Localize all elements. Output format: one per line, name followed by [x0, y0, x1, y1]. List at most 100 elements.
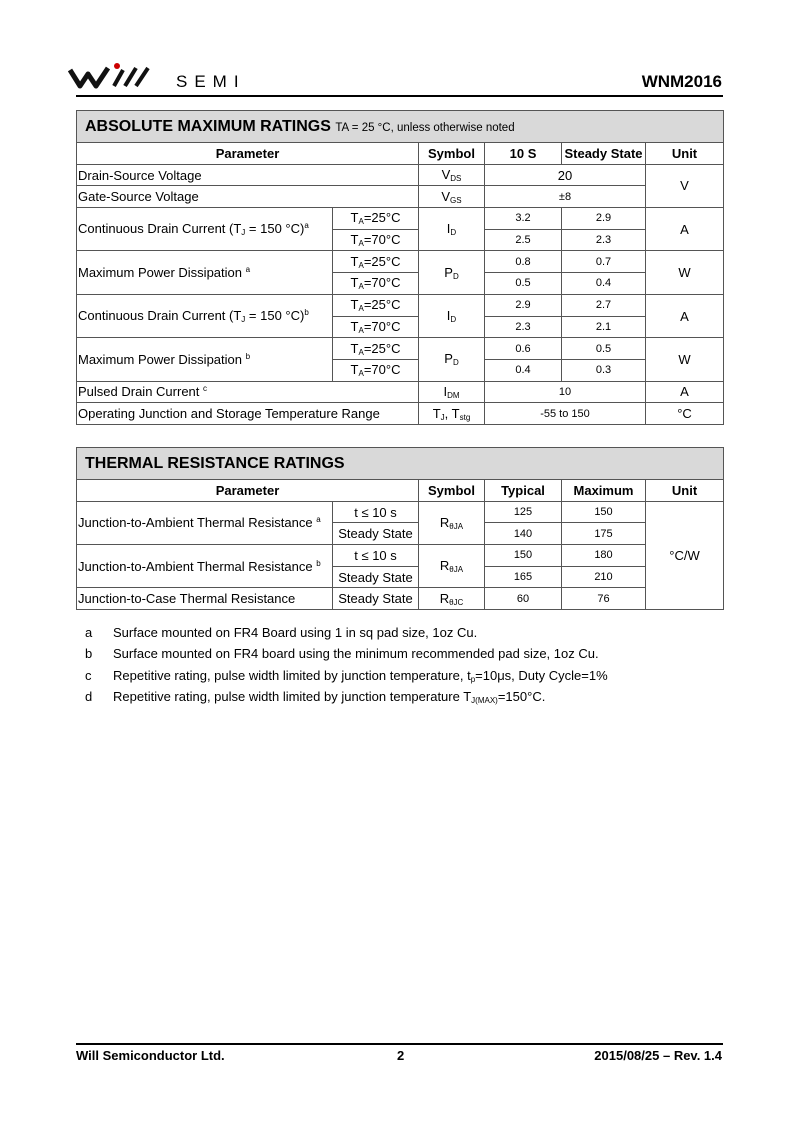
value: 150 [484, 544, 562, 567]
parameter: Operating Junction and Storage Temperatu… [76, 402, 419, 425]
unit: °C/W [644, 500, 725, 611]
condition: t ≤ 10 s [332, 544, 419, 567]
footnote: b Surface mounted on FR4 board using the … [85, 646, 599, 662]
footnote-text: Surface mounted on FR4 Board using 1 in … [113, 625, 478, 640]
col-head: 10 S [484, 142, 562, 165]
unit: W [644, 337, 725, 382]
table-title: ABSOLUTE MAXIMUM RATINGS TA = 25 °C, unl… [75, 110, 725, 143]
row: TA=70°C 0.5 0.4 [77, 272, 724, 295]
row: Maximum Power Dissipation a TA=25°C PD 0.8 0… [76, 250, 725, 295]
parameter: Pulsed Drain Current c [76, 380, 419, 404]
value: 2.3 [561, 228, 646, 252]
parameter: Maximum Power Dissipation a [76, 250, 333, 295]
value: 0.4 [561, 272, 646, 295]
row: Operating Junction and Storage Temperatu… [76, 402, 725, 425]
header-rule [76, 95, 723, 97]
value: 20 [484, 163, 646, 187]
value: 2.9 [561, 207, 646, 230]
condition: Steady State [332, 565, 419, 589]
value: 0.8 [484, 250, 562, 274]
part-number: WNM2016 [641, 72, 722, 91]
condition: t ≤ 10 s [332, 500, 419, 524]
parameter: Junction-to-Case Thermal Resistance [76, 587, 333, 611]
col-head: Parameter [76, 479, 419, 502]
footer-revision: 2015/08/25 – Rev. 1.4 [594, 1048, 722, 1063]
footnote-label: a [85, 625, 93, 640]
value: 0.6 [484, 337, 562, 360]
condition: TA=70°C [332, 358, 419, 382]
unit: A [644, 293, 725, 339]
parameter: Continuous Drain Current (TJ = 150 °C)a [76, 207, 333, 252]
value: 210 [561, 565, 646, 589]
condition: TA=25°C [332, 293, 419, 317]
symbol: ID [418, 293, 485, 339]
value: 175 [561, 522, 646, 546]
condition: TA=25°C [332, 337, 419, 360]
row: Steady State 165 210 [77, 565, 724, 589]
value: ±8 [484, 185, 646, 209]
value: 2.7 [561, 293, 646, 317]
col-head: Unit [644, 142, 725, 165]
value: 165 [484, 565, 562, 589]
row: Junction-to-Ambient Thermal Resistance b… [76, 544, 724, 589]
value: 0.3 [561, 358, 646, 382]
parameter: Continuous Drain Current (TJ = 150 °C)b [76, 293, 333, 339]
row: TA=70°C 2.5 2.3 [77, 228, 724, 252]
row: Maximum Power Dissipation b TA=25°C PD 0.6 0… [76, 337, 725, 382]
value: 76 [561, 587, 646, 611]
footnote: d Repetitive rating, pulse width limited … [85, 688, 545, 705]
unit: V [644, 163, 725, 209]
value: 2.9 [484, 293, 562, 317]
footnote-text: Repetitive rating, pulse width limited b… [113, 667, 608, 684]
parameter: Junction-to-Ambient Thermal Resistance b [76, 544, 333, 589]
parameter: Gate-Source Voltage [76, 185, 419, 209]
table-title: THERMAL RESISTANCE RATINGS [75, 447, 725, 480]
symbol: ID [418, 207, 485, 252]
footnote-text: Repetitive rating, pulse width limited b… [113, 688, 546, 705]
brand: SEMI [176, 72, 246, 91]
footnote-label: c [85, 667, 92, 683]
value: 150 [561, 500, 646, 524]
value: 0.5 [561, 337, 646, 360]
footnote: c Repetitive rating, pulse width limited … [85, 667, 608, 684]
value: 0.5 [484, 272, 562, 295]
footnote: a Surface mounted on FR4 Board using 1 in… [85, 625, 477, 640]
row: Pulsed Drain Current c IDM 10 A [76, 380, 725, 404]
row: Junction-to-Ambient Thermal Resistance a… [76, 500, 725, 611]
col-head: Maximum [561, 479, 646, 502]
value: 140 [484, 522, 562, 546]
col-head: Symbol [418, 142, 485, 165]
symbol: IDM [418, 380, 485, 404]
value: 10 [484, 380, 646, 404]
footnote-label: d [85, 688, 93, 704]
symbol: TJ, Tstg [418, 402, 485, 425]
condition: TA=25°C [332, 207, 419, 230]
row: Junction-to-Case Thermal Resistance Stead… [76, 587, 724, 611]
col-head: Unit [644, 479, 725, 502]
value: 180 [561, 544, 646, 567]
symbol: PD [418, 250, 485, 295]
value: 2.1 [561, 315, 646, 339]
thermal-table: THERMAL RESISTANCE RATINGS Parameter Symb… [75, 447, 725, 611]
condition: TA=25°C [332, 250, 419, 274]
value: 2.3 [484, 315, 562, 339]
footnote-label: b [85, 646, 93, 662]
col-head: Parameter [76, 142, 419, 165]
row: Continuous Drain Current (TJ = 150 °C)a T… [76, 207, 725, 252]
symbol: VDS [418, 163, 485, 187]
condition: TA=70°C [332, 228, 419, 252]
col-head: Typical [484, 479, 562, 502]
logo [68, 63, 150, 89]
symbol: PD [418, 337, 485, 382]
col-head: Steady State [561, 142, 646, 165]
parameter: Maximum Power Dissipation b [76, 337, 333, 382]
parameter: Drain-Source Voltage [76, 163, 419, 187]
footnote-text: Surface mounted on FR4 board using the m… [113, 646, 599, 662]
value: 0.7 [561, 250, 646, 274]
symbol: RθJA [418, 500, 485, 546]
condition: Steady State [332, 587, 419, 611]
value: 125 [484, 500, 562, 524]
condition: TA=70°C [332, 272, 419, 295]
condition: Steady State [332, 522, 419, 546]
